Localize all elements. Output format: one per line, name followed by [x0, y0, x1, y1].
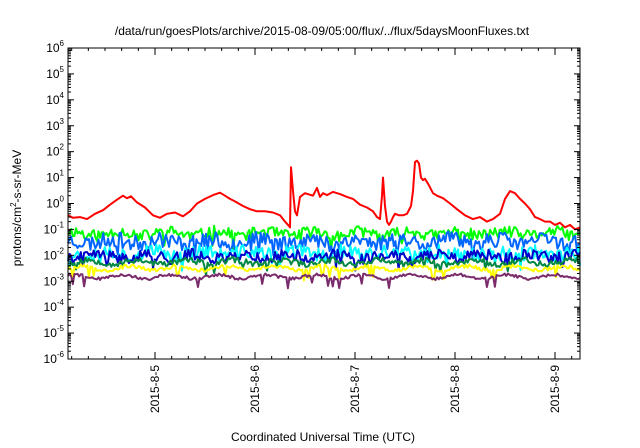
y-tick-exp: 1	[60, 169, 65, 178]
y-tick-base: 10	[44, 352, 58, 366]
y-axis-label: protons/cm2-s-sr-MeV	[9, 150, 24, 266]
series-line-7	[67, 263, 581, 282]
y-tick-label: 106	[46, 39, 64, 55]
y-tick-exp: 2	[60, 143, 65, 152]
y-tick-exp: -1	[57, 220, 65, 229]
y-tick-label: 10-5	[44, 324, 65, 340]
y-axis-label-sup: 2	[9, 202, 18, 207]
y-tick-base: 10	[46, 197, 60, 211]
y-tick-base: 10	[44, 326, 58, 340]
series-layer	[67, 159, 581, 290]
y-tick-base: 10	[46, 67, 60, 81]
y-tick-exp: -4	[57, 298, 65, 307]
y-tick-base: 10	[44, 274, 58, 288]
y-axis-label-rest: -s-sr-MeV	[10, 150, 24, 203]
y-tick-label: 10-1	[44, 220, 65, 236]
axes-layer: 10-610-510-410-310-210-11001011021031041…	[44, 39, 581, 413]
x-tick-label: 2015-8-9	[548, 365, 562, 413]
y-tick-exp: 0	[60, 195, 65, 204]
y-tick-base: 10	[46, 171, 60, 185]
y-tick-label: 101	[46, 169, 64, 185]
y-tick-label: 104	[46, 91, 64, 107]
y-tick-exp: -2	[57, 246, 65, 255]
series-line-6	[67, 256, 581, 277]
y-tick-exp: 4	[60, 91, 65, 100]
series-line-1	[67, 159, 581, 231]
series-line-2	[67, 224, 581, 251]
series-line-8	[67, 272, 581, 290]
y-tick-base: 10	[46, 41, 60, 55]
y-tick-exp: 3	[60, 117, 65, 126]
y-tick-exp: -3	[57, 272, 65, 281]
y-tick-exp: 5	[60, 65, 65, 74]
series-line-3	[67, 230, 581, 260]
y-axis-label-main: protons/cm	[10, 207, 24, 266]
y-tick-label: 100	[46, 195, 64, 211]
y-tick-exp: -5	[57, 324, 65, 333]
y-tick-base: 10	[46, 119, 60, 133]
y-tick-label: 103	[46, 117, 64, 133]
y-tick-base: 10	[46, 145, 60, 159]
y-tick-label: 10-3	[44, 272, 65, 288]
x-tick-label: 2015-8-5	[148, 365, 162, 413]
y-tick-base: 10	[46, 93, 60, 107]
y-tick-base: 10	[44, 248, 58, 262]
y-tick-exp: 6	[60, 39, 65, 48]
y-tick-label: 10-6	[44, 350, 65, 366]
x-axis-label: Coordinated Universal Time (UTC)	[231, 430, 415, 444]
y-tick-label: 10-4	[44, 298, 65, 314]
y-tick-label: 102	[46, 143, 64, 159]
x-tick-label: 2015-8-6	[248, 365, 262, 413]
y-tick-base: 10	[44, 222, 58, 236]
x-tick-label: 2015-8-8	[448, 365, 462, 413]
y-tick-base: 10	[44, 300, 58, 314]
y-tick-label: 105	[46, 65, 64, 81]
x-tick-label: 2015-8-7	[348, 365, 362, 413]
y-tick-label: 10-2	[44, 246, 65, 262]
y-tick-exp: -6	[57, 350, 65, 359]
chart-title: /data/run/goesPlots/archive/2015-08-09/0…	[115, 24, 530, 38]
